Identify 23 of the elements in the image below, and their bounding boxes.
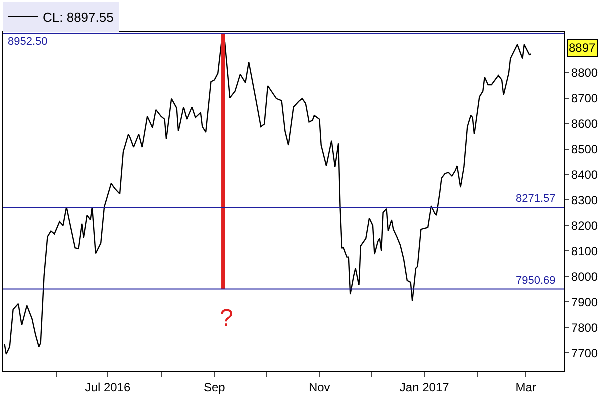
y-tick-label: 7900 bbox=[571, 295, 598, 310]
y-tick-label: 7700 bbox=[571, 346, 598, 360]
ref-line-label: 8271.57 bbox=[516, 193, 556, 205]
x-tick-label: Mar bbox=[516, 380, 536, 394]
x-tick-label: Jul 2016 bbox=[85, 380, 131, 394]
y-tick-label: 8200 bbox=[571, 218, 598, 233]
y-tick-label: 8500 bbox=[571, 142, 598, 156]
x-tick-label: Jan 2017 bbox=[400, 380, 450, 394]
y-tick-label: 8800 bbox=[571, 66, 598, 80]
legend-label: CL: 8897.55 bbox=[43, 10, 114, 26]
y-tick-label: 8100 bbox=[571, 244, 598, 258]
x-tick-label: Nov bbox=[308, 380, 330, 394]
ref-line-label: 8952.50 bbox=[8, 36, 48, 48]
x-tick-label: Sep bbox=[204, 380, 226, 394]
y-tick-label: 8700 bbox=[571, 91, 598, 106]
y-tick-label: 8300 bbox=[571, 193, 598, 208]
y-tick-label: 8000 bbox=[571, 270, 598, 284]
text: 8897 bbox=[569, 41, 596, 55]
annotation: ? bbox=[220, 305, 234, 332]
ref-line-label: 7950.69 bbox=[516, 275, 556, 287]
y-tick-label: 8600 bbox=[571, 116, 598, 131]
y-tick-label: 8400 bbox=[571, 168, 598, 182]
y-tick-label: 7800 bbox=[571, 320, 598, 335]
